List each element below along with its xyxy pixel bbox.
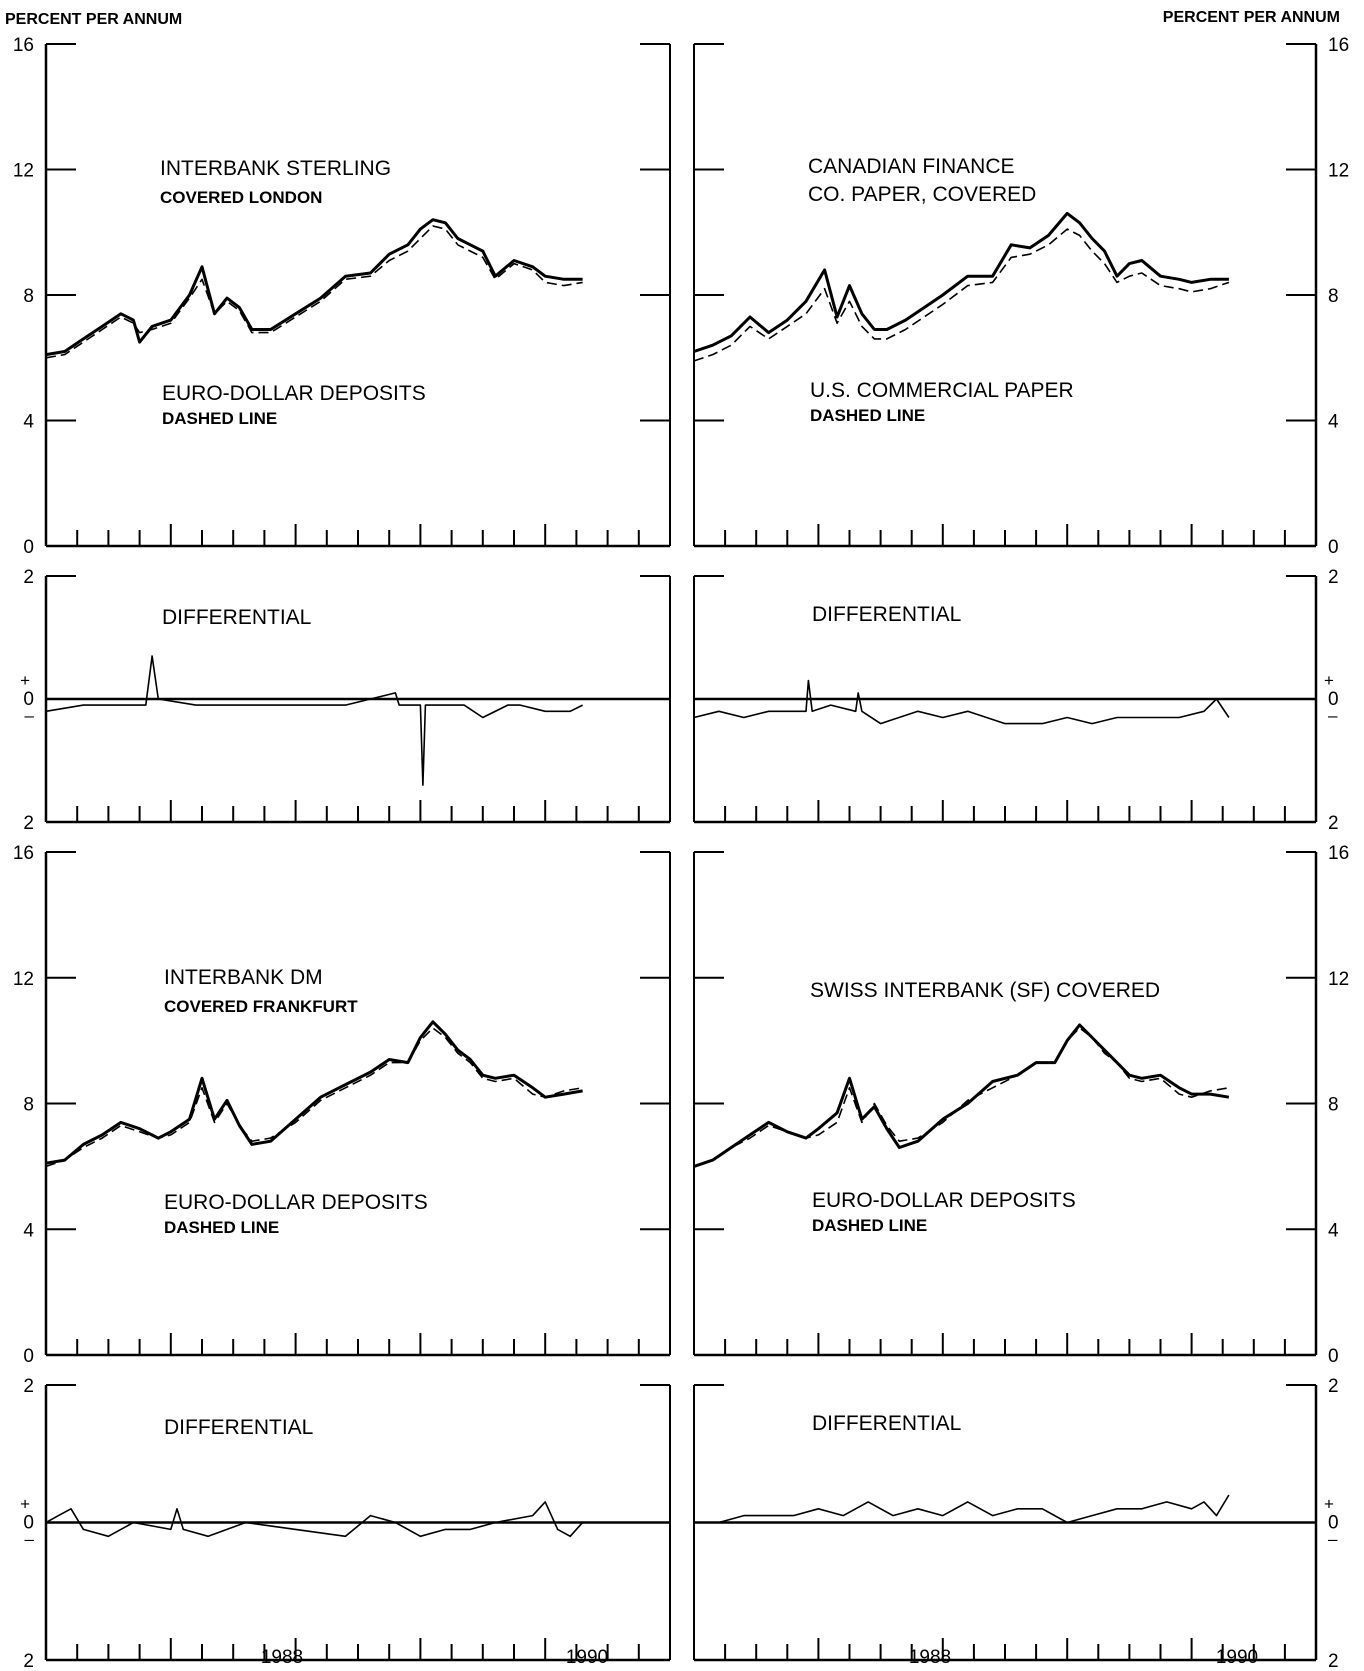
y-tick-label: 2 (1328, 567, 1339, 588)
y-tick-label: 0 (23, 689, 34, 710)
panel-sterling: 0 4 8 12 16 INTERBANK STERLING COVERED LONDON E… (13, 35, 671, 558)
y-tick-label: 2 (23, 1651, 34, 1671)
panel-sterling-diff: 2 +0– 2 DIFFERENTIAL (20, 567, 671, 834)
series-line-solid (694, 1494, 1230, 1524)
series-line-dashed (693, 1027, 1230, 1168)
dashed-line-label: EURO-DOLLAR DEPOSITS (164, 1191, 428, 1214)
y-tick-label: 4 (23, 412, 34, 433)
year-label-1990-right: 1990 (1216, 1647, 1258, 1668)
series-line-solid (693, 679, 1230, 725)
y-tick-label: 0 (23, 1513, 34, 1534)
panel-canadian-diff: 2 +0– 2 DIFFERENTIAL (693, 567, 1339, 834)
y-tick-label: 8 (1328, 286, 1339, 307)
panels: 0 4 8 12 16 INTERBANK STERLING COVERED LONDON E… (13, 35, 1349, 1671)
y-tick-label: 2 (1328, 1651, 1339, 1671)
y-tick-label: 16 (1328, 35, 1349, 56)
y-tick-label: 4 (1328, 412, 1339, 433)
panel-title: DIFFERENTIAL (164, 1416, 313, 1439)
left-unit-label: PERCENT PER ANNUM (5, 11, 182, 28)
y-tick-label: 16 (13, 35, 34, 56)
panel-title: INTERBANK STERLING (160, 157, 391, 180)
right-unit-label: PERCENT PER ANNUM (1163, 9, 1340, 26)
y-tick-label: 2 (23, 813, 34, 834)
y-tick-label: 2 (23, 1376, 34, 1397)
y-tick-label: 0 (23, 537, 34, 558)
year-label-1990-left: 1990 (566, 1647, 608, 1668)
series-line-dashed (45, 1027, 583, 1168)
y-tick-label: 2 (1328, 1376, 1339, 1397)
series-line-dashed (693, 228, 1230, 362)
panel-title: SWISS INTERBANK (SF) COVERED (810, 979, 1160, 1002)
y-tick-label: 16 (13, 843, 34, 864)
y-tick-label: 0 (1328, 689, 1339, 710)
dashed-line-sublabel: DASHED LINE (810, 406, 925, 425)
minus-sign: – (25, 706, 35, 725)
y-tick-label: 16 (1328, 843, 1349, 864)
plus-sign: + (20, 671, 30, 690)
y-tick-label: 0 (1328, 1346, 1339, 1367)
year-label-1988-left: 1988 (261, 1647, 303, 1668)
y-tick-label: 4 (23, 1220, 34, 1241)
y-tick-label: 2 (1328, 813, 1339, 834)
y-tick-label: 8 (1328, 1095, 1339, 1116)
y-tick-label: 0 (1328, 537, 1339, 558)
panel-title: DIFFERENTIAL (812, 1412, 961, 1435)
series-line-solid (45, 655, 583, 786)
y-tick-label: 2 (23, 567, 34, 588)
dashed-line-sublabel: DASHED LINE (812, 1216, 927, 1235)
panel-subtitle: CO. PAPER, COVERED (808, 183, 1036, 206)
series-line-solid (45, 1501, 584, 1538)
panel-dm-diff: 2 +0– 2 DIFFERENTIAL (20, 1376, 671, 1671)
y-tick-label: 12 (13, 161, 34, 182)
plus-sign: + (20, 1495, 30, 1514)
panel-subtitle: COVERED LONDON (160, 188, 322, 207)
panel-title: DIFFERENTIAL (812, 603, 961, 626)
plus-sign: + (1324, 671, 1334, 690)
series-line-solid (693, 211, 1229, 353)
dashed-line-sublabel: DASHED LINE (164, 1218, 279, 1237)
series-line-solid (45, 218, 583, 357)
dashed-line-label: EURO-DOLLAR DEPOSITS (812, 1189, 1076, 1212)
panel-swiss-diff: 2 +0– 2 DIFFERENTIAL (693, 1376, 1339, 1671)
series-line-solid (45, 1020, 583, 1165)
minus-sign: – (1328, 1530, 1338, 1549)
y-tick-label: 12 (13, 969, 34, 990)
year-label-1988-right: 1988 (909, 1647, 951, 1668)
panel-canadian: 0 4 8 12 16 CANADIAN FINANCE CO. PAPER, COVERE… (693, 35, 1349, 558)
y-tick-label: 12 (1328, 969, 1349, 990)
y-tick-label: 0 (1328, 1513, 1339, 1534)
panel-title: DIFFERENTIAL (162, 606, 311, 629)
panel-swiss: 0 4 8 12 16 SWISS INTERBANK (SF) COVERED EURO-… (693, 843, 1349, 1367)
minus-sign: – (1328, 706, 1338, 725)
y-tick-label: 8 (23, 286, 34, 307)
dashed-line-label: EURO-DOLLAR DEPOSITS (162, 382, 426, 405)
panel-title: CANADIAN FINANCE (808, 155, 1015, 178)
y-tick-label: 12 (1328, 161, 1349, 182)
panel-dm: 0 4 8 12 16 INTERBANK DM COVERED FRANKFURT EURO… (13, 843, 671, 1367)
y-tick-label: 4 (1328, 1220, 1339, 1241)
plus-sign: + (1324, 1495, 1334, 1514)
dashed-line-sublabel: DASHED LINE (162, 409, 277, 428)
panel-title: INTERBANK DM (164, 966, 323, 989)
series-line-solid (693, 1023, 1230, 1168)
series-line-dashed (45, 225, 583, 359)
y-tick-label: 8 (23, 1095, 34, 1116)
dashed-line-label: U.S. COMMERCIAL PAPER (810, 379, 1074, 402)
minus-sign: – (25, 1530, 35, 1549)
panel-subtitle: COVERED FRANKFURT (164, 997, 358, 1016)
y-tick-label: 0 (23, 1346, 34, 1367)
